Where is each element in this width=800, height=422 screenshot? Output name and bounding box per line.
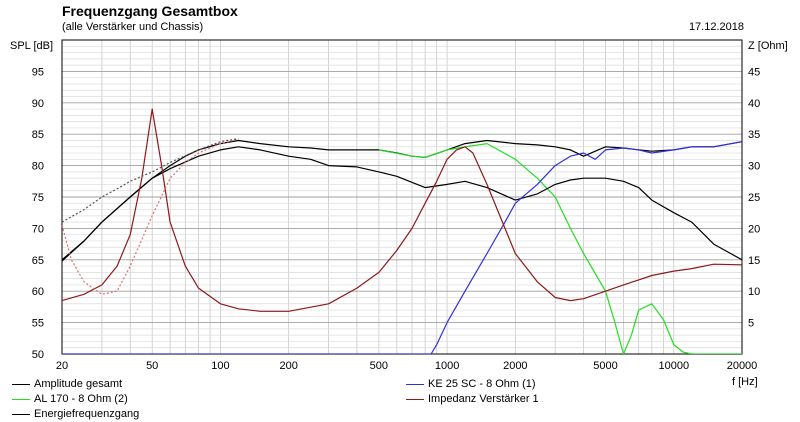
y-tick-label: 60 — [32, 286, 44, 298]
y2-tick-label: 40 — [748, 98, 760, 110]
y2-tick-label: 30 — [748, 161, 760, 173]
y-tick-label: 65 — [32, 255, 44, 267]
legend-item-impedance: Impedanz Verstärker 1 — [406, 392, 539, 406]
x-tick-label: 500 — [370, 360, 388, 372]
y2-tick-label: 15 — [748, 255, 760, 267]
series-line-3 — [62, 141, 742, 354]
legend-swatch-al170 — [12, 398, 30, 400]
y-tick-label: 95 — [32, 66, 44, 78]
y2-tick-label: 5 — [748, 318, 754, 330]
y2-tick-label: 20 — [748, 223, 760, 235]
x-tick-label: 1000 — [435, 360, 459, 372]
x-tick-label: 2000 — [503, 360, 527, 372]
y-axis-label: SPL [dB] — [10, 40, 53, 52]
y-tick-label: 55 — [32, 318, 44, 330]
legend-label-ke25: KE 25 SC - 8 Ohm (1) — [428, 378, 536, 390]
x-tick-label: 20 — [56, 360, 68, 372]
y-tick-label: 85 — [32, 129, 44, 141]
x-tick-label: 50 — [146, 360, 158, 372]
legend-label-energy: Energiefrequenzgang — [34, 408, 140, 420]
x-tick-label: 10000 — [658, 360, 689, 372]
legend-swatch-amplitude — [12, 383, 30, 385]
y2-tick-label: 25 — [748, 192, 760, 204]
y-tick-label: 90 — [32, 98, 44, 110]
series-line-4 — [62, 108, 742, 312]
legend-label-amplitude: Amplitude gesamt — [34, 378, 123, 390]
series-line-6 — [62, 138, 239, 223]
x-tick-label: 5000 — [593, 360, 617, 372]
y2-tick-label: 10 — [748, 286, 760, 298]
y2-tick-label: 35 — [748, 129, 760, 141]
legend-item-energy: Energiefrequenzgang — [12, 407, 139, 421]
legend-label-al170: AL 170 - 8 Ohm (2) — [34, 393, 128, 405]
x-tick-label: 100 — [211, 360, 229, 372]
legend-swatch-energy — [12, 413, 30, 415]
legend-swatch-ke25 — [406, 383, 424, 385]
legend-label-impedance: Impedanz Verstärker 1 — [428, 393, 539, 405]
x-axis-label: f [Hz] — [732, 376, 758, 388]
y-tick-label: 75 — [32, 192, 44, 204]
legend-item-al170: AL 170 - 8 Ohm (2) — [12, 392, 128, 406]
chart-subtitle: (alle Verstärker und Chassis) — [62, 21, 204, 33]
y-tick-label: 70 — [32, 223, 44, 235]
series-line-2 — [62, 146, 742, 261]
chart-date: 17.12.2018 — [688, 21, 744, 33]
y2-tick-label: 45 — [748, 66, 760, 78]
chart-title: Frequenzgang Gesamtbox — [62, 3, 238, 19]
y-tick-label: 80 — [32, 161, 44, 173]
x-tick-label: 200 — [279, 360, 297, 372]
y2-axis-label: Z [Ohm] — [748, 40, 788, 52]
x-tick-label: 20000 — [727, 360, 758, 372]
series-line-5 — [62, 138, 239, 295]
legend-swatch-impedance — [406, 398, 424, 400]
y-tick-label: 50 — [32, 349, 44, 361]
legend-item-amplitude: Amplitude gesamt — [12, 377, 122, 391]
legend-item-ke25: KE 25 SC - 8 Ohm (1) — [406, 377, 536, 391]
